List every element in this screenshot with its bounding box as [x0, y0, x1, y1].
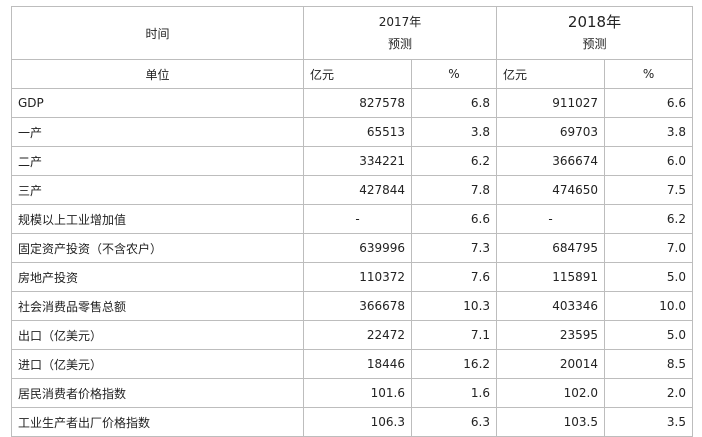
pct-2017: 6.3 — [410, 407, 498, 437]
value-2017: 827578 — [303, 88, 412, 118]
value-2017: 101.6 — [303, 378, 412, 408]
value-2018: 69703 — [496, 117, 606, 147]
forecast-2018-label: 预测 — [582, 37, 607, 51]
row-label: 房地产投资 — [11, 262, 304, 292]
value-2017: 106.3 — [303, 407, 412, 437]
pct-2018: 7.5 — [604, 175, 694, 205]
value-2018: 366674 — [496, 146, 606, 176]
row-label: 三产 — [11, 175, 304, 205]
row-label: 固定资产投资（不含农户） — [11, 233, 304, 263]
value-2018: 102.0 — [496, 378, 606, 408]
value-2017: 639996 — [303, 233, 412, 263]
forecast-2017-label: 预测 — [388, 37, 413, 51]
table-row: 房地产投资 110372 7.6 115891 5.0 — [11, 262, 694, 292]
pct-2017: 10.3 — [410, 291, 498, 321]
value-2017: 110372 — [303, 262, 412, 292]
pct-2017: 7.6 — [410, 262, 498, 292]
pct-2017: 6.6 — [410, 204, 498, 234]
value-2018: 23595 — [496, 320, 606, 350]
value-2018: - — [496, 204, 606, 234]
value-2018: 684795 — [496, 233, 606, 263]
year-2017-header: 2017年 预测 — [302, 6, 498, 60]
table-row: 一产 65513 3.8 69703 3.8 — [11, 117, 694, 147]
row-label: 一产 — [11, 117, 304, 147]
pct-2017: 7.1 — [410, 320, 498, 350]
table-row: 工业生产者出厂价格指数 106.3 6.3 103.5 3.5 — [11, 407, 694, 437]
pct-2017: 3.8 — [410, 117, 498, 147]
pct-2018: 6.2 — [604, 204, 694, 234]
table-row: 规模以上工业增加值 - 6.6 - 6.2 — [11, 204, 694, 234]
table-row: GDP 827578 6.8 911027 6.6 — [11, 88, 694, 118]
year-2018-label: 2018年 — [567, 13, 622, 31]
row-label: 居民消费者价格指数 — [11, 378, 304, 408]
pct-2018: 5.0 — [604, 262, 694, 292]
year-2017-label: 2017年 — [378, 15, 422, 29]
header-row: 时间 2017年 预测 2018年 预测 — [11, 6, 694, 60]
row-label: 规模以上工业增加值 — [11, 204, 304, 234]
year-2018-header: 2018年 预测 — [496, 6, 694, 60]
pct-2018: 10.0 — [604, 291, 694, 321]
forecast-table: 时间 2017年 预测 2018年 预测 单位 亿元 % 亿元 % GDP 82… — [11, 6, 694, 437]
table-row: 三产 427844 7.8 474650 7.5 — [11, 175, 694, 205]
pct-2017: 16.2 — [410, 349, 498, 379]
row-label: 二产 — [11, 146, 304, 176]
table-row: 进口（亿美元） 18446 16.2 20014 8.5 — [11, 349, 694, 379]
pct-2018: 6.0 — [604, 146, 694, 176]
value-2018: 20014 — [496, 349, 606, 379]
pct-2017: 7.3 — [410, 233, 498, 263]
row-label: 进口（亿美元） — [11, 349, 304, 379]
value-2018: 474650 — [496, 175, 606, 205]
pct-2018: 6.6 — [604, 88, 694, 118]
row-label: 工业生产者出厂价格指数 — [11, 407, 304, 437]
value-2017: 65513 — [303, 117, 412, 147]
pct-2018: 7.0 — [604, 233, 694, 263]
table-row: 居民消费者价格指数 101.6 1.6 102.0 2.0 — [11, 378, 694, 408]
unit-yuan-2017: 亿元 — [303, 59, 412, 89]
pct-2017: 7.8 — [410, 175, 498, 205]
table-row: 固定资产投资（不含农户） 639996 7.3 684795 7.0 — [11, 233, 694, 263]
pct-2017: 6.2 — [410, 146, 498, 176]
unit-pct-2017: % — [410, 59, 498, 89]
unit-pct-2018: % — [604, 59, 694, 89]
value-2018: 115891 — [496, 262, 606, 292]
pct-2018: 8.5 — [604, 349, 694, 379]
pct-2018: 5.0 — [604, 320, 694, 350]
unit-header: 单位 — [11, 59, 304, 89]
table-row: 社会消费品零售总额 366678 10.3 403346 10.0 — [11, 291, 694, 321]
value-2017: - — [303, 204, 412, 234]
time-header: 时间 — [11, 6, 304, 60]
pct-2018: 2.0 — [604, 378, 694, 408]
unit-yuan-2018: 亿元 — [496, 59, 606, 89]
pct-2018: 3.5 — [604, 407, 694, 437]
value-2018: 403346 — [496, 291, 606, 321]
value-2017: 18446 — [303, 349, 412, 379]
row-label: 社会消费品零售总额 — [11, 291, 304, 321]
pct-2017: 1.6 — [410, 378, 498, 408]
pct-2018: 3.8 — [604, 117, 694, 147]
table-row: 二产 334221 6.2 366674 6.0 — [11, 146, 694, 176]
value-2017: 427844 — [303, 175, 412, 205]
row-label: 出口（亿美元） — [11, 320, 304, 350]
row-label: GDP — [11, 88, 304, 118]
value-2017: 334221 — [303, 146, 412, 176]
value-2017: 366678 — [303, 291, 412, 321]
value-2017: 22472 — [303, 320, 412, 350]
value-2018: 911027 — [496, 88, 606, 118]
value-2018: 103.5 — [496, 407, 606, 437]
unit-row: 单位 亿元 % 亿元 % — [11, 59, 694, 89]
table-row: 出口（亿美元） 22472 7.1 23595 5.0 — [11, 320, 694, 350]
pct-2017: 6.8 — [410, 88, 498, 118]
